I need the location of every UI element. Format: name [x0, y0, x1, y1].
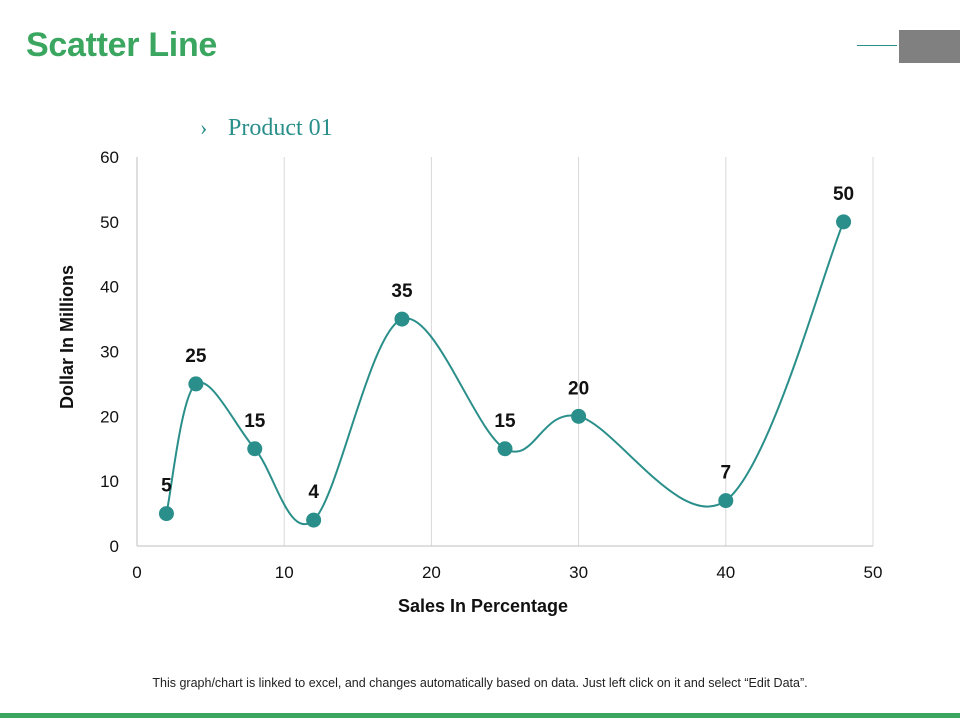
data-point[interactable] — [188, 376, 204, 392]
decorative-line — [857, 45, 897, 46]
bottom-accent-bar — [0, 713, 960, 718]
x-tick-label: 40 — [716, 563, 735, 582]
legend-label-product-01: Product 01 — [228, 115, 333, 141]
footnote: This graph/chart is linked to excel, and… — [152, 676, 808, 690]
y-tick-label: 40 — [100, 278, 119, 297]
data-label: 4 — [308, 482, 319, 503]
y-tick-label: 20 — [100, 407, 119, 426]
y-tick-label: 0 — [110, 537, 119, 556]
data-point[interactable] — [158, 506, 174, 522]
y-tick-label: 50 — [100, 213, 119, 232]
data-label: 15 — [244, 411, 266, 432]
y-tick-labels: 0 10 20 30 40 50 60 — [100, 148, 119, 556]
series-line-product-01 — [165, 221, 845, 525]
data-point[interactable] — [836, 214, 852, 230]
data-label: 7 — [721, 463, 732, 484]
data-points — [158, 214, 852, 528]
x-tick-label: 0 — [132, 563, 141, 582]
y-tick-label: 10 — [100, 472, 119, 491]
page-title: Scatter Line — [26, 26, 218, 64]
data-label: 20 — [568, 378, 589, 399]
y-axis-title: Dollar In Millions — [57, 265, 77, 409]
y-tick-label: 60 — [100, 148, 119, 167]
data-labels: 5 25 15 4 35 15 20 7 50 — [161, 184, 854, 503]
x-tick-label: 10 — [275, 563, 294, 582]
data-point[interactable] — [247, 441, 263, 457]
legend[interactable]: › Product 01 — [200, 115, 333, 141]
y-tick-label: 30 — [100, 343, 119, 362]
gridlines — [136, 157, 874, 546]
x-tick-label: 20 — [422, 563, 441, 582]
data-label: 15 — [494, 411, 516, 432]
data-label: 50 — [833, 184, 854, 205]
data-point[interactable] — [306, 512, 322, 528]
chevron-right-icon: › — [200, 115, 207, 140]
data-point[interactable] — [718, 493, 734, 509]
data-label: 5 — [161, 476, 172, 497]
x-axis-title: Sales In Percentage — [398, 596, 568, 616]
data-label: 35 — [391, 281, 413, 302]
x-tick-labels: 0 10 20 30 40 50 — [132, 563, 882, 582]
data-point[interactable] — [497, 441, 513, 457]
series-line-group — [165, 221, 845, 525]
decorative-box — [899, 30, 960, 63]
x-tick-label: 30 — [569, 563, 588, 582]
data-label: 25 — [185, 346, 207, 367]
axes — [136, 157, 873, 547]
data-point[interactable] — [571, 408, 587, 424]
x-tick-label: 50 — [864, 563, 883, 582]
data-point[interactable] — [394, 311, 410, 327]
